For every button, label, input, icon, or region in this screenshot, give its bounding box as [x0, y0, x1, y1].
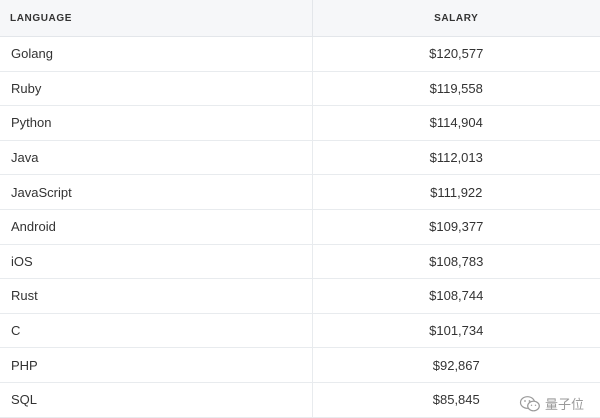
table-row: JavaScript $111,922	[0, 174, 600, 210]
table-row: Ruby $119,558	[0, 71, 600, 107]
column-header-language: LANGUAGE	[0, 0, 312, 37]
language-cell: Java	[0, 140, 312, 176]
salary-cell: $109,377	[311, 209, 600, 245]
salary-cell: $119,558	[311, 71, 600, 107]
column-header-salary: SALARY	[311, 0, 600, 37]
language-cell: C	[0, 313, 312, 349]
language-cell: Rust	[0, 278, 312, 314]
language-cell: Python	[0, 105, 312, 141]
salary-cell: $112,013	[311, 140, 600, 176]
salary-cell: $101,734	[311, 313, 600, 349]
salary-cell: $92,867	[311, 347, 600, 383]
salary-cell: $111,922	[311, 174, 600, 210]
salary-cell: $85,845	[311, 382, 600, 418]
salary-cell: $108,783	[311, 244, 600, 280]
salary-cell: $120,577	[311, 36, 600, 72]
watermark: 量子位	[519, 394, 584, 413]
wechat-logo-icon	[519, 395, 540, 411]
language-cell: Android	[0, 209, 312, 245]
table-row: C $101,734	[0, 313, 600, 349]
table-row: Java $112,013	[0, 140, 600, 176]
table-header: LANGUAGE SALARY	[0, 0, 600, 37]
table-row: Rust $108,744	[0, 278, 600, 314]
table-row: Python $114,904	[0, 105, 600, 141]
salary-cell: $114,904	[311, 105, 600, 141]
table-row: PHP $92,867	[0, 347, 600, 383]
language-cell: SQL	[0, 382, 312, 418]
table-row: Android $109,377	[0, 209, 600, 245]
salary-cell: $108,744	[311, 278, 600, 314]
language-cell: Ruby	[0, 71, 312, 107]
language-cell: JavaScript	[0, 174, 312, 210]
table-body: Golang $120,577 Ruby $119,558 Python $11…	[0, 36, 600, 418]
table-row: Golang $120,577	[0, 36, 600, 72]
language-cell: iOS	[0, 244, 312, 280]
table-row: SQL $85,845	[0, 382, 600, 418]
watermark-text: 量子位	[544, 397, 584, 412]
header-row: LANGUAGE SALARY	[0, 0, 600, 37]
language-cell: Golang	[0, 36, 312, 72]
table-row: iOS $108,783	[0, 244, 600, 280]
language-cell: PHP	[0, 347, 312, 383]
